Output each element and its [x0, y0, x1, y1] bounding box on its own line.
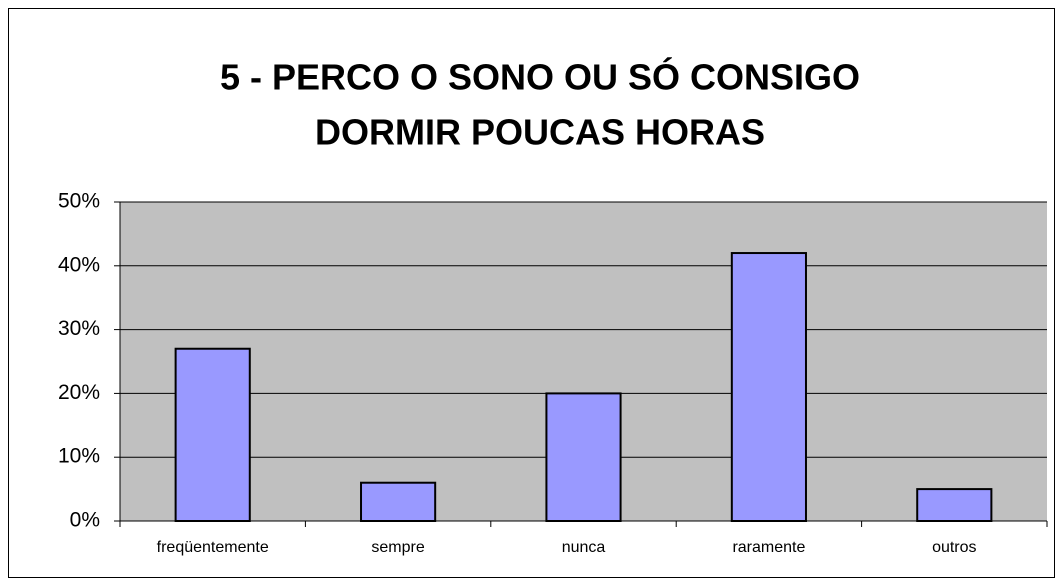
x-tick-label: nunca: [562, 539, 606, 556]
chart-title: 5 - PERCO O SONO OU SÓ CONSIGO: [220, 56, 860, 98]
y-tick-label: 30%: [58, 317, 100, 340]
y-tick-label: 20%: [58, 381, 100, 404]
bar: [916, 488, 993, 523]
y-tick-label: 0%: [70, 509, 100, 532]
x-tick-label: raramente: [732, 539, 805, 556]
bar: [730, 252, 807, 522]
x-tick-label: freqüentemente: [157, 539, 269, 556]
x-tick-label: outros: [932, 539, 976, 556]
x-tick-label: sempre: [371, 539, 424, 556]
chart-title: DORMIR POUCAS HORAS: [315, 112, 765, 153]
bar: [360, 481, 437, 522]
y-tick-label: 10%: [58, 445, 100, 468]
bar: [545, 392, 622, 522]
y-tick-label: 50%: [58, 190, 100, 213]
y-tick-label: 40%: [58, 253, 100, 276]
bar: [174, 347, 251, 522]
